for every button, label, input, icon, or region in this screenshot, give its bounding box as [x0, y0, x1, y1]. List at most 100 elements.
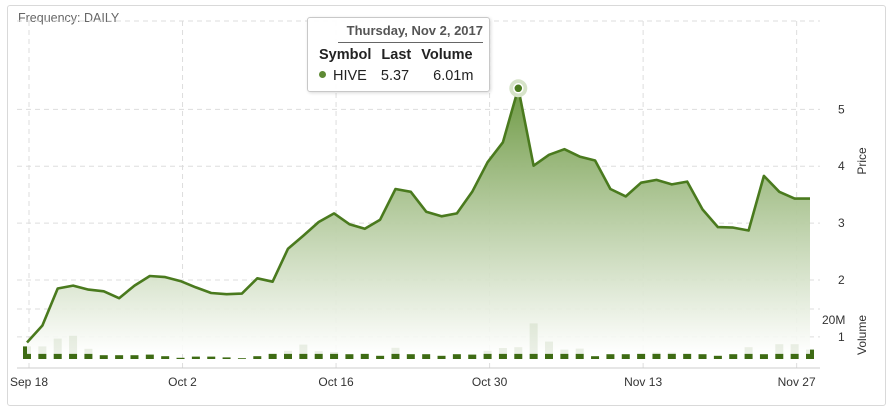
price-point: [239, 291, 245, 297]
price-point: [653, 177, 659, 183]
volume-bar: [207, 356, 216, 359]
axes: 1 2 3 4 5 Sep 18 Oct 2 Oct 16 Oct 30 Nov 13 Nov 27…: [10, 102, 869, 389]
price-tick-label: 2: [838, 273, 845, 287]
volume-bar: [422, 354, 431, 359]
x-tick-label: Oct 2: [168, 375, 197, 389]
price-point: [116, 295, 122, 301]
volume-bar: [483, 350, 492, 359]
price-point: [439, 213, 445, 219]
tooltip-volume: 6.01m: [433, 68, 474, 84]
price-point: [500, 139, 506, 145]
tooltip-col-symbol: Symbol: [319, 47, 372, 63]
price-point: [454, 210, 460, 216]
price-point: [408, 189, 414, 195]
volume-bar: [652, 352, 661, 359]
price-area: [26, 87, 810, 354]
price-point: [24, 340, 30, 346]
volume-bar: [806, 349, 814, 359]
volume-bar: [729, 354, 738, 359]
price-point: [254, 275, 260, 281]
x-tick-label: Oct 30: [472, 375, 508, 389]
volume-bar: [191, 356, 200, 359]
price-point: [300, 233, 306, 239]
volume-bar: [376, 355, 385, 359]
volume-bar: [360, 353, 369, 359]
volume-bar: [130, 355, 139, 359]
tooltip-row: HIVE 5.37 6.01m: [319, 68, 473, 84]
price-point: [792, 196, 798, 202]
price-point: [285, 246, 291, 252]
volume-bar: [606, 354, 615, 359]
price-point: [39, 322, 45, 328]
volume-bar: [591, 356, 600, 359]
volume-bar: [222, 357, 231, 359]
volume-bar: [452, 354, 461, 359]
price-point: [684, 179, 690, 185]
price-point: [147, 273, 153, 279]
volume-bar: [345, 354, 354, 359]
price-point: [469, 189, 475, 195]
price-point: [101, 288, 107, 294]
price-point: [162, 274, 168, 280]
price-point: [807, 196, 813, 202]
price-point: [131, 283, 137, 289]
tooltip-date: Thursday, Nov 2, 2017: [338, 23, 483, 43]
price-point: [316, 219, 322, 225]
price-point: [638, 180, 644, 186]
volume-bar: [637, 353, 646, 359]
price-point: [715, 224, 721, 230]
price-point: [270, 279, 276, 285]
price-point: [623, 193, 629, 199]
x-tick-label: Sep 18: [10, 375, 48, 389]
price-point: [761, 173, 767, 179]
tooltip-header: Symbol Last Volume: [319, 47, 473, 63]
price-point: [546, 152, 552, 158]
volume-bar: [621, 354, 630, 359]
price-tick-label: 1: [838, 330, 845, 344]
volume-bar: [683, 353, 692, 359]
price-tick-label: 3: [838, 216, 845, 230]
tooltip-symbol: HIVE: [333, 68, 367, 84]
price-axis-title: Price: [855, 147, 869, 175]
price-point: [746, 227, 752, 233]
volume-bar: [253, 356, 262, 359]
price-point: [193, 284, 199, 290]
price-point: [331, 210, 337, 216]
volume-bar: [330, 352, 339, 359]
price-point: [561, 146, 567, 152]
price-point: [607, 186, 613, 192]
price-point: [700, 206, 706, 212]
price-point: [669, 181, 675, 187]
price-point: [208, 290, 214, 296]
volume-bar: [145, 354, 154, 359]
price-point: [377, 217, 383, 223]
price-point: [346, 221, 352, 227]
tooltip-col-last: Last: [381, 47, 412, 63]
volume-bar: [560, 349, 569, 359]
volume-bar: [698, 354, 707, 359]
price-point: [485, 159, 491, 165]
volume-bar: [314, 351, 323, 359]
volume-bar: [284, 350, 292, 359]
volume-bar: [176, 357, 185, 359]
price-point: [85, 287, 91, 293]
price-point: [531, 163, 537, 169]
x-tick-label: Nov 27: [778, 375, 816, 389]
price-point: [55, 285, 61, 291]
price-point: [224, 291, 230, 297]
price-point: [392, 186, 398, 192]
price-point: [577, 154, 583, 160]
volume-bar: [713, 355, 722, 359]
volume-bar: [161, 356, 170, 359]
volume-bar: [268, 353, 277, 359]
volume-bar: [437, 355, 446, 359]
price-point: [423, 209, 429, 215]
volume-tick-label: 20M: [822, 313, 845, 327]
tooltip-last: 5.37: [380, 68, 410, 84]
x-tick-label: Nov 13: [624, 375, 662, 389]
price-line: [26, 87, 810, 344]
price-area-fill: [27, 88, 810, 354]
volume-bar: [406, 354, 415, 359]
volume-bar: [667, 352, 676, 359]
